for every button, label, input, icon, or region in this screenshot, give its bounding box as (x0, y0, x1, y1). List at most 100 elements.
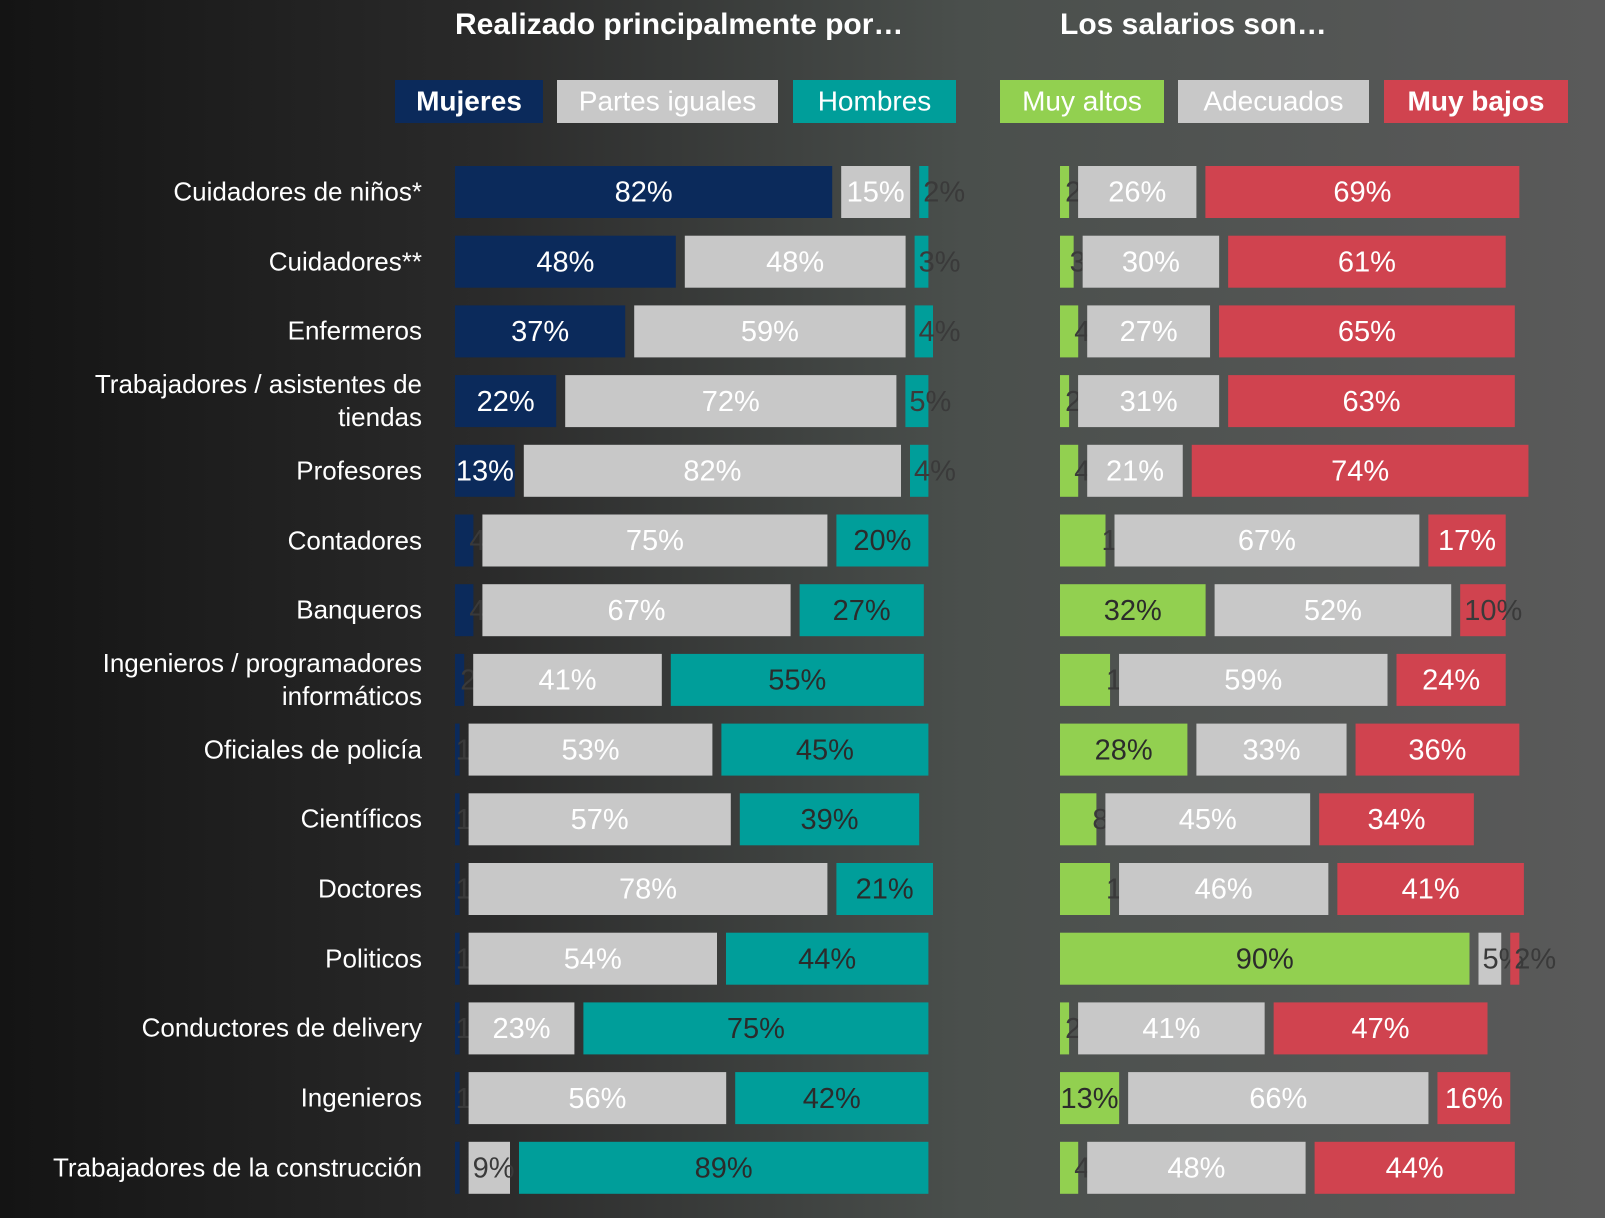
category-label: Ingenieros / programadores informáticos (102, 647, 422, 711)
bar-segment (1228, 375, 1515, 428)
bar-segment (455, 653, 465, 706)
bar-segment (1396, 653, 1506, 706)
data-label: 31% (1120, 386, 1178, 418)
data-label: 41% (538, 665, 596, 697)
data-label: 9% (473, 1152, 515, 1184)
bar-segment (1060, 793, 1097, 846)
data-label: 56% (568, 1083, 626, 1115)
bar-segment (1228, 235, 1506, 288)
bar-segment (1078, 1002, 1265, 1055)
data-label: 42% (803, 1083, 861, 1115)
bar-segment (1510, 932, 1520, 985)
bar-segment (799, 584, 924, 637)
data-label: 44% (1386, 1152, 1444, 1184)
bar-segment (455, 375, 557, 428)
bar-segment (1337, 863, 1524, 915)
category-label: Doctores (317, 873, 422, 904)
data-label: 69% (1333, 177, 1391, 209)
bar-segment (1119, 863, 1329, 915)
data-label: 2% (1514, 943, 1556, 975)
category-label: Politicos (325, 943, 422, 974)
bar-segment (473, 653, 662, 706)
data-label: 20% (853, 525, 911, 557)
bar-segment (1119, 653, 1388, 706)
bar-segment (455, 863, 460, 915)
bar-segment (1060, 932, 1470, 985)
legend-swatch (395, 80, 543, 123)
data-label: 75% (626, 525, 684, 557)
bar-segment (1060, 1002, 1070, 1055)
bar-segment (1114, 514, 1420, 567)
data-label: 67% (607, 595, 665, 627)
bar-segment (721, 723, 929, 776)
data-label: 74% (1331, 455, 1389, 487)
data-label: 2% (923, 177, 965, 209)
data-label: 27% (833, 595, 891, 627)
data-label: 67% (1238, 525, 1296, 557)
category-label: Profesores (296, 455, 422, 486)
bar-segment (684, 235, 906, 288)
category-label: Cuidadores** (268, 246, 422, 277)
data-label: 48% (1167, 1152, 1225, 1184)
bar-segment (455, 584, 474, 637)
bar-segment (1060, 723, 1188, 776)
bar-segment (1437, 1072, 1511, 1125)
data-label: 17% (1438, 525, 1496, 557)
bar-segment (468, 863, 828, 915)
data-label: 45% (796, 734, 854, 766)
data-label: 57% (571, 804, 629, 836)
data-label: 21% (856, 874, 914, 906)
data-label: 48% (536, 246, 594, 278)
bar-segment (455, 514, 474, 567)
category-label: Enfermeros (287, 315, 422, 346)
bar-segment (468, 793, 731, 846)
bar-segment (1205, 166, 1520, 218)
category-label: Científicos (300, 803, 422, 834)
data-label: 30% (1122, 246, 1180, 278)
data-label: 22% (477, 386, 535, 418)
data-label: 4% (919, 316, 961, 348)
bar-segment (468, 1141, 510, 1194)
bar-segment (836, 514, 929, 567)
data-label: 45% (1179, 804, 1237, 836)
data-label: 36% (1408, 734, 1466, 766)
bar-segment (1060, 1072, 1120, 1125)
category-label: Trabajadores de la construcción (52, 1152, 422, 1183)
data-label: 59% (741, 316, 799, 348)
bar-segment (914, 235, 929, 288)
category-label: Contadores (287, 525, 422, 555)
category-label: Conductores de delivery (141, 1012, 422, 1043)
bar-segment (519, 1141, 929, 1194)
bar-segment (1060, 514, 1106, 567)
data-label: 13% (456, 455, 514, 487)
bar-segment (1219, 305, 1515, 358)
category-label: Trabajadores / asistentes de tiendas (94, 369, 422, 433)
bar-segment (1060, 166, 1070, 218)
bar-segment (523, 444, 901, 497)
bar-segment (1428, 514, 1506, 567)
bar-segment (634, 305, 906, 358)
bar-segment (455, 723, 460, 776)
data-label: 5% (909, 386, 951, 418)
bar-segment (468, 1002, 575, 1055)
bar-segment (482, 584, 791, 637)
data-label: 15% (847, 177, 905, 209)
data-label: 52% (1304, 595, 1362, 627)
bar-segment (914, 305, 933, 358)
data-label: 46% (1195, 874, 1253, 906)
bar-segment (1087, 444, 1183, 497)
data-label: 28% (1095, 734, 1153, 766)
data-label: 10% (1464, 595, 1522, 627)
bar-segment (739, 793, 920, 846)
data-label: 65% (1338, 316, 1396, 348)
legend-label: Hombres (818, 85, 932, 116)
chart-title: Realizado principalmente por… (455, 8, 903, 41)
bar-segment (468, 1072, 727, 1125)
chart-title: Los salarios son… (1060, 8, 1327, 41)
bar-segment (1355, 723, 1520, 776)
bar-segment (1078, 375, 1220, 428)
data-label: 41% (1402, 874, 1460, 906)
bar-segment (726, 932, 929, 985)
data-label: 41% (1142, 1013, 1200, 1045)
